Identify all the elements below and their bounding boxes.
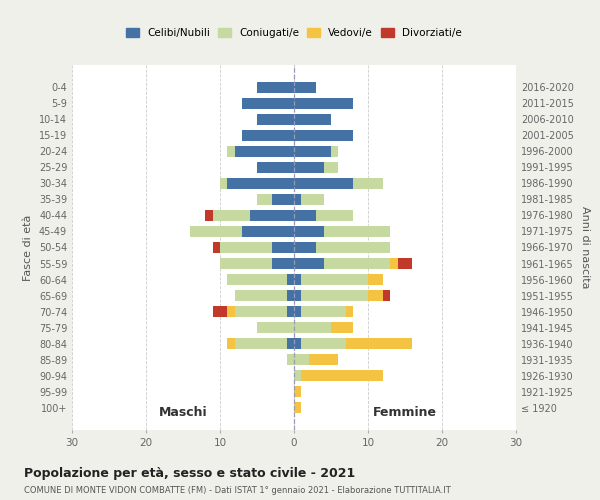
Bar: [220, 258, 272, 270]
Bar: [316, 242, 390, 254]
Bar: [212, 306, 227, 318]
Bar: [235, 290, 287, 302]
Bar: [368, 290, 383, 302]
Bar: [287, 306, 294, 318]
Text: COMUNE DI MONTE VIDON COMBATTE (FM) - Dati ISTAT 1° gennaio 2021 - Elaborazione : COMUNE DI MONTE VIDON COMBATTE (FM) - Da…: [24, 486, 451, 495]
Bar: [294, 290, 301, 302]
Bar: [272, 194, 294, 205]
Bar: [272, 258, 294, 270]
Bar: [212, 242, 220, 254]
Bar: [294, 386, 301, 398]
Y-axis label: Fasce di età: Fasce di età: [23, 214, 33, 280]
Bar: [257, 162, 294, 173]
Bar: [287, 354, 294, 366]
Bar: [294, 306, 301, 318]
Text: Maschi: Maschi: [158, 406, 208, 419]
Bar: [294, 98, 353, 109]
Bar: [257, 114, 294, 125]
Bar: [294, 210, 316, 221]
Bar: [390, 258, 398, 270]
Bar: [294, 178, 353, 189]
Bar: [331, 146, 338, 157]
Bar: [294, 130, 353, 141]
Text: Popolazione per età, sesso e stato civile - 2021: Popolazione per età, sesso e stato civil…: [24, 468, 355, 480]
Bar: [346, 306, 353, 318]
Bar: [301, 274, 368, 285]
Bar: [323, 258, 390, 270]
Bar: [257, 322, 294, 334]
Bar: [301, 338, 346, 349]
Bar: [227, 338, 235, 349]
Bar: [301, 194, 323, 205]
Bar: [383, 290, 390, 302]
Bar: [287, 338, 294, 349]
Bar: [294, 354, 309, 366]
Bar: [316, 210, 353, 221]
Bar: [368, 274, 383, 285]
Bar: [301, 290, 368, 302]
Bar: [220, 178, 227, 189]
Bar: [294, 242, 316, 254]
Bar: [294, 402, 301, 413]
Bar: [205, 210, 212, 221]
Bar: [294, 338, 301, 349]
Bar: [227, 306, 235, 318]
Bar: [323, 226, 390, 237]
Bar: [287, 274, 294, 285]
Bar: [323, 162, 338, 173]
Bar: [294, 162, 323, 173]
Bar: [242, 226, 294, 237]
Bar: [212, 210, 250, 221]
Bar: [272, 242, 294, 254]
Bar: [257, 82, 294, 93]
Bar: [242, 130, 294, 141]
Bar: [346, 338, 412, 349]
Bar: [294, 146, 331, 157]
Bar: [235, 306, 287, 318]
Bar: [257, 194, 272, 205]
Bar: [235, 338, 287, 349]
Bar: [190, 226, 242, 237]
Bar: [227, 178, 294, 189]
Bar: [242, 98, 294, 109]
Bar: [294, 322, 331, 334]
Bar: [287, 290, 294, 302]
Bar: [294, 114, 331, 125]
Bar: [294, 258, 323, 270]
Bar: [398, 258, 412, 270]
Y-axis label: Anni di nascita: Anni di nascita: [580, 206, 590, 289]
Bar: [294, 82, 316, 93]
Bar: [294, 370, 301, 382]
Bar: [301, 306, 346, 318]
Text: Femmine: Femmine: [373, 406, 437, 419]
Bar: [235, 146, 294, 157]
Bar: [250, 210, 294, 221]
Bar: [227, 146, 235, 157]
Legend: Celibi/Nubili, Coniugati/e, Vedovi/e, Divorziati/e: Celibi/Nubili, Coniugati/e, Vedovi/e, Di…: [126, 28, 462, 38]
Bar: [294, 274, 301, 285]
Bar: [220, 242, 272, 254]
Bar: [294, 226, 323, 237]
Bar: [309, 354, 338, 366]
Bar: [227, 274, 287, 285]
Bar: [294, 194, 301, 205]
Bar: [301, 370, 383, 382]
Bar: [331, 322, 353, 334]
Bar: [353, 178, 383, 189]
